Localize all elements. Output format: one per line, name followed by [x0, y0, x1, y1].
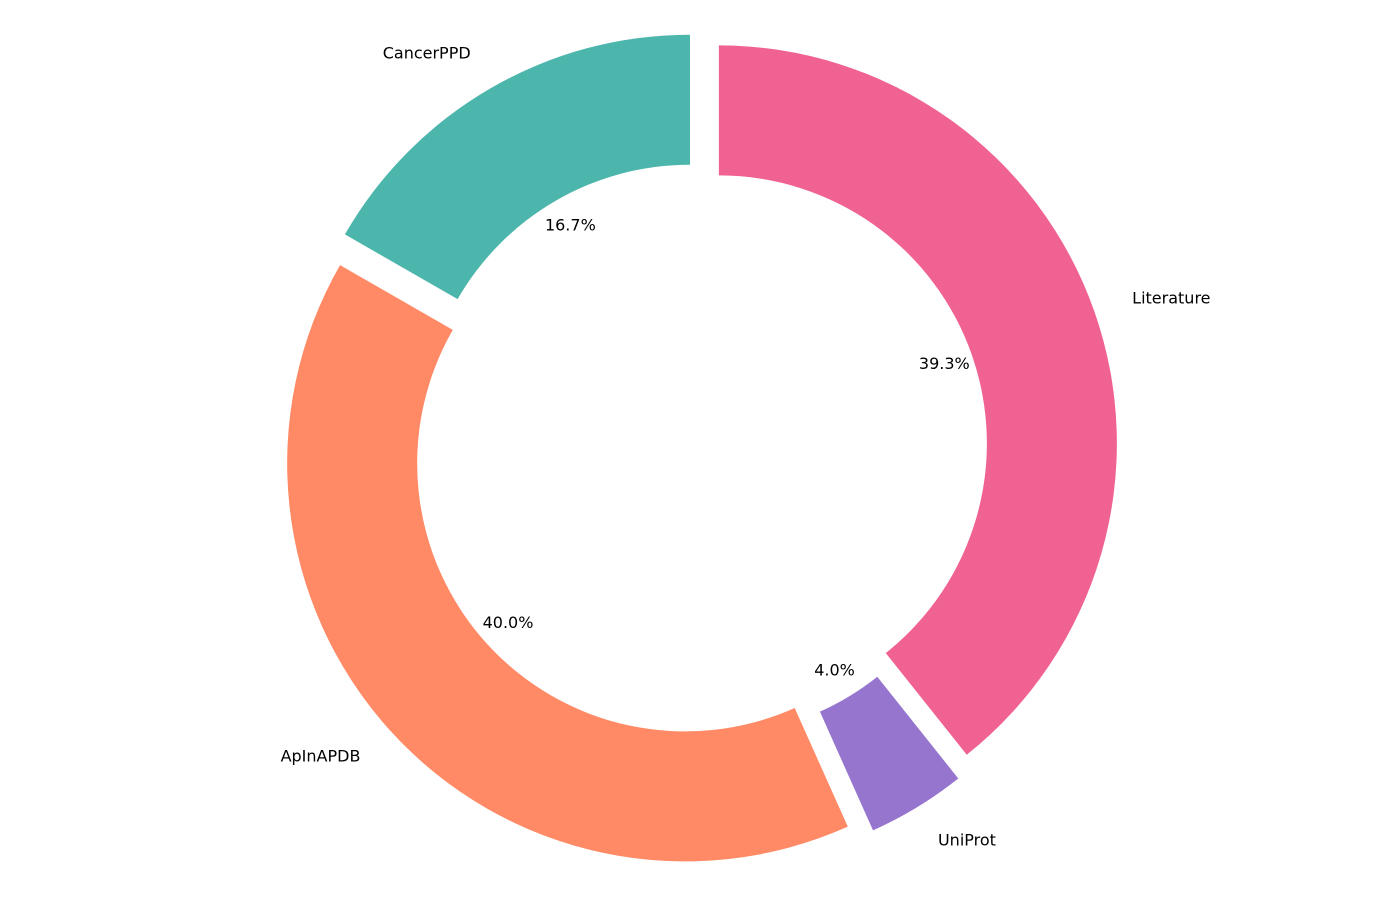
slice-pct-cancerppd: 16.7% [545, 216, 596, 235]
slice-label-cancerppd: CancerPPD [383, 43, 471, 62]
labels-layer: CancerPPD 16.7% ApInAPDB 40.0% UniProt 4.0% Li… [281, 43, 1211, 849]
slice-label-apinapdb: ApInAPDB [281, 747, 361, 766]
slice-pct-literature: 39.3% [919, 354, 970, 373]
slice-uniprot [819, 676, 959, 831]
slice-pct-uniprot: 4.0% [814, 661, 855, 680]
slices-layer [287, 34, 1117, 862]
slice-cancerppd [344, 34, 690, 300]
slice-label-literature: Literature [1132, 288, 1210, 307]
slice-pct-apinapdb: 40.0% [483, 613, 534, 632]
slice-literature [718, 45, 1117, 755]
slice-apinapdb [287, 265, 848, 862]
slice-label-uniprot: UniProt [938, 831, 996, 850]
